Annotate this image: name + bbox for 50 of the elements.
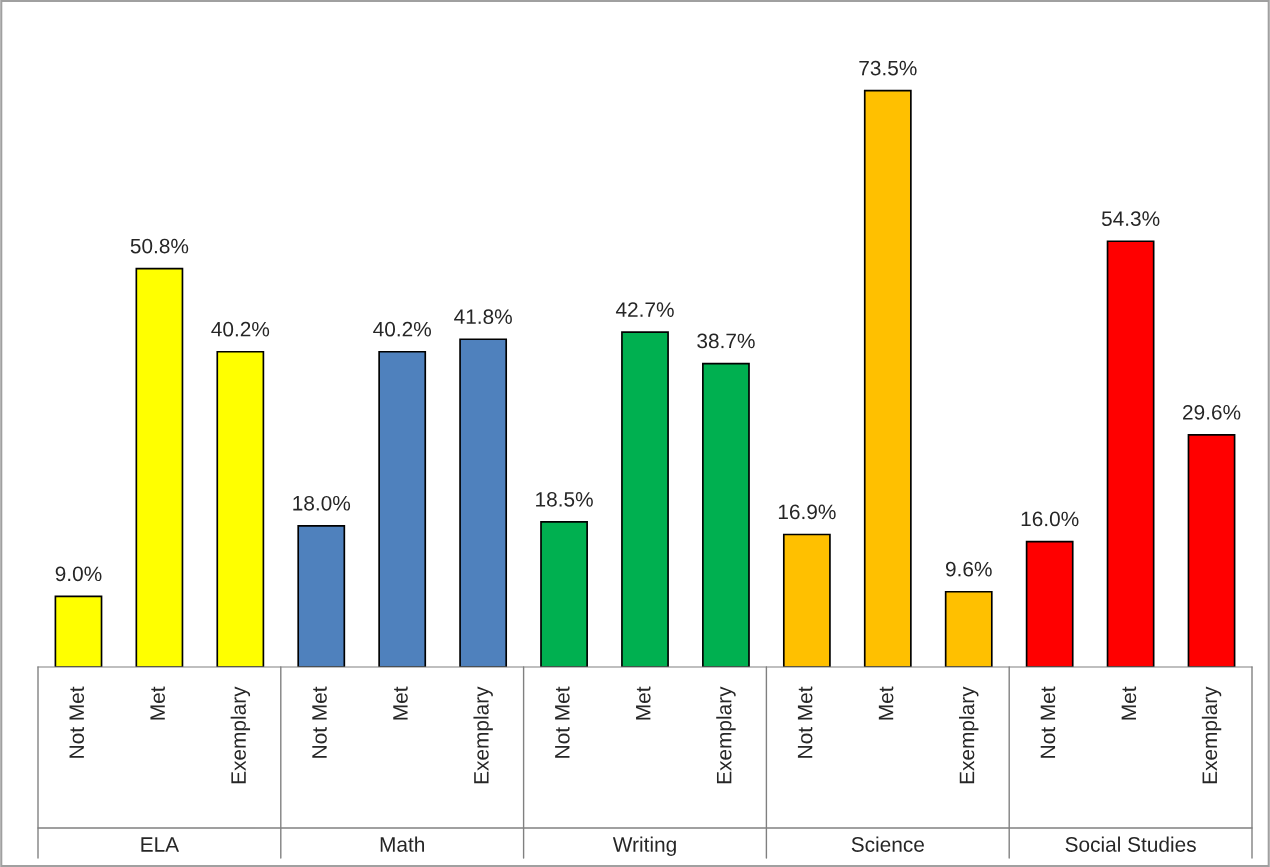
bar bbox=[297, 525, 346, 667]
bar bbox=[702, 362, 750, 667]
x-tick-label: Exemplary bbox=[716, 686, 736, 784]
x-tick-label: Not Met bbox=[1040, 686, 1056, 758]
x-tick-label: Exemplary bbox=[1201, 686, 1222, 784]
text: ELA bbox=[141, 837, 180, 852]
data-label: 40.2% bbox=[211, 321, 270, 337]
data-label: 38.7% bbox=[697, 333, 755, 349]
x-tick-label: Met bbox=[636, 686, 651, 720]
x-tick-label: Exemplary bbox=[959, 686, 979, 784]
x-tick-label: Met bbox=[878, 686, 894, 720]
bar bbox=[863, 89, 912, 667]
bar bbox=[1106, 240, 1155, 667]
data-label: 73.5% bbox=[859, 60, 917, 76]
bar bbox=[54, 595, 103, 667]
bar bbox=[782, 533, 831, 667]
text: Social Studies bbox=[1065, 836, 1196, 852]
bar bbox=[944, 590, 993, 667]
data-label: 29.6% bbox=[1183, 404, 1241, 420]
data-label: 16.9% bbox=[778, 504, 836, 520]
data-label: 50.8% bbox=[130, 238, 189, 254]
data-label: 41.8% bbox=[454, 309, 512, 325]
data-label: 42.7% bbox=[615, 302, 674, 317]
data-label: 18.5% bbox=[536, 491, 593, 507]
bar bbox=[216, 350, 265, 667]
data-label: 40.2% bbox=[373, 321, 431, 337]
data-label: 9.6% bbox=[945, 561, 992, 577]
x-tick-label: Met bbox=[393, 686, 408, 720]
data-label: 9.0% bbox=[55, 566, 102, 582]
x-tick-label: Not Met bbox=[797, 686, 813, 758]
data-label: 18.0% bbox=[293, 495, 351, 511]
x-tick-label: Met bbox=[1121, 686, 1137, 720]
data-label: 54.3% bbox=[1101, 211, 1160, 226]
x-tick-label: Met bbox=[150, 686, 165, 720]
bar bbox=[135, 267, 184, 667]
x-tick-label: Exemplary bbox=[230, 686, 251, 784]
x-tick-label: Not Met bbox=[69, 686, 85, 758]
bar bbox=[621, 331, 669, 667]
x-tick-label: Not Met bbox=[312, 686, 327, 758]
text: Writing bbox=[612, 836, 676, 856]
bar bbox=[459, 338, 508, 667]
x-tick-label: Not Met bbox=[555, 686, 570, 758]
bar bbox=[540, 521, 588, 667]
x-tick-label: Exemplary bbox=[473, 686, 493, 784]
text: Math bbox=[380, 836, 425, 852]
bar bbox=[1025, 540, 1074, 667]
bar bbox=[1187, 434, 1236, 667]
text: Science bbox=[851, 836, 924, 852]
data-label: 16.0% bbox=[1021, 511, 1079, 527]
bar bbox=[378, 350, 427, 667]
